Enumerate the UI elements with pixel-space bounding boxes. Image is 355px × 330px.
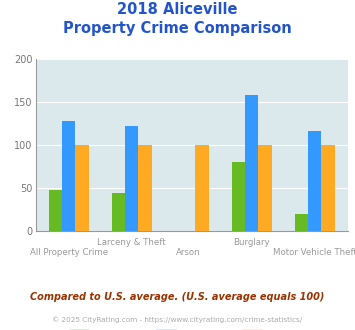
Legend: Aliceville, Alabama, National: Aliceville, Alabama, National (65, 326, 318, 330)
Bar (62, 121, 76, 231)
Text: 2018 Aliceville: 2018 Aliceville (117, 2, 238, 16)
Bar (321, 145, 334, 231)
Bar (138, 145, 152, 231)
Bar (308, 131, 321, 231)
Bar (125, 126, 138, 231)
Bar (195, 145, 209, 231)
Text: Larceny & Theft: Larceny & Theft (97, 238, 166, 247)
Bar (258, 145, 272, 231)
Text: Property Crime Comparison: Property Crime Comparison (63, 21, 292, 36)
Text: © 2025 CityRating.com - https://www.cityrating.com/crime-statistics/: © 2025 CityRating.com - https://www.city… (53, 317, 302, 323)
Bar (245, 95, 258, 231)
Bar (232, 162, 245, 231)
Bar (76, 145, 89, 231)
Bar (49, 190, 62, 231)
Text: Burglary: Burglary (233, 238, 270, 247)
Text: Compared to U.S. average. (U.S. average equals 100): Compared to U.S. average. (U.S. average … (30, 292, 325, 302)
Text: Motor Vehicle Theft: Motor Vehicle Theft (273, 248, 355, 257)
Text: Arson: Arson (176, 248, 201, 257)
Text: All Property Crime: All Property Crime (30, 248, 108, 257)
Bar (295, 214, 308, 231)
Bar (112, 193, 125, 231)
